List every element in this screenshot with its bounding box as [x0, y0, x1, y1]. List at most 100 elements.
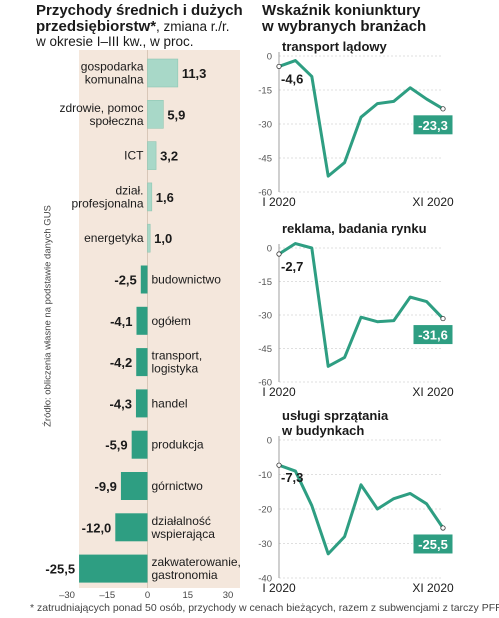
point-marker [276, 63, 282, 70]
line-chart-title: transport lądowy [282, 39, 388, 54]
value-label: 1,6 [156, 190, 174, 205]
value-label: -12,0 [82, 520, 112, 535]
x-tick-label: XI 2020 [412, 385, 454, 399]
first-value-label: -2,7 [281, 259, 303, 274]
category-label: dział. [115, 183, 143, 197]
category-label: budownictwo [152, 273, 222, 287]
series-line [277, 463, 445, 556]
left-title-line3: w okresie I–III kw., w proc. [36, 34, 194, 49]
last-value-box [412, 114, 454, 136]
y-tick-label: -60 [258, 378, 272, 389]
line-chart-title: w budynkach [281, 423, 364, 438]
x-tick-label: –15 [99, 590, 115, 601]
value-label: 5,9 [167, 107, 185, 122]
x-tick-label: 15 [182, 590, 193, 601]
category-label: ICT [124, 149, 144, 163]
x-tick-label: XI 2020 [412, 581, 454, 595]
category-label: energetyka [84, 231, 144, 245]
value-label: 3,2 [160, 149, 178, 164]
x-tick-label: I 2020 [262, 195, 296, 209]
last-value-label: -31,6 [418, 328, 448, 343]
x-tick-label: –30 [59, 590, 75, 601]
bar [131, 430, 148, 459]
value-label: 1,0 [154, 231, 172, 246]
left-title-line2-bold: przedsiębiorstw* [36, 18, 157, 35]
category-label: komunalna [85, 73, 144, 87]
first-value-label: -4,6 [281, 71, 303, 86]
bar [147, 100, 164, 129]
last-value-box [412, 324, 454, 346]
category-label: górnictwo [152, 479, 204, 493]
y-tick-label: -20 [258, 505, 272, 516]
point-marker [276, 251, 282, 257]
category-label: gastronomia [152, 568, 218, 582]
category-label: zdrowie, pomoc [59, 101, 143, 115]
y-tick-label: -45 [258, 154, 272, 165]
bar [135, 389, 148, 418]
bar [147, 182, 153, 212]
last-value-box [412, 533, 454, 555]
point-marker [440, 106, 446, 112]
bar [147, 141, 157, 170]
bar [115, 513, 148, 542]
y-tick-label: -30 [258, 539, 272, 550]
value-label: -9,9 [95, 479, 117, 494]
category-label: wspierająca [151, 527, 216, 541]
category-label: ogółem [152, 314, 191, 328]
first-value-label: -7,3 [281, 470, 303, 485]
line-chart-title: usługi sprzątania [282, 408, 389, 423]
bar [140, 265, 148, 294]
right-title-line2: w wybranych branżach [262, 18, 427, 35]
y-tick-label: 0 [267, 52, 272, 63]
left-title-line1: Przychody średnich i dużych [36, 2, 243, 19]
value-label: 11,3 [182, 66, 207, 81]
point-marker [276, 462, 282, 468]
category-label: zakwaterowanie, [152, 555, 241, 569]
bar [79, 554, 148, 583]
category-label: profesjonalna [71, 196, 143, 210]
right-chart-title: Wskaźnik koniunktury w wybranych branżac… [262, 2, 497, 35]
value-label: -4,1 [110, 314, 132, 329]
line-chart-title: reklama, badania rynku [282, 221, 427, 236]
right-title-line1: Wskaźnik koniunktury [262, 2, 421, 19]
bar [147, 223, 151, 253]
value-label: -4,3 [110, 396, 132, 411]
y-tick-label: 0 [267, 436, 272, 447]
series-line [277, 242, 445, 368]
value-label: -2,5 [114, 273, 136, 288]
footnote: * zatrudniających ponad 50 osób, przycho… [30, 602, 499, 614]
bar [147, 58, 179, 88]
bar [120, 472, 148, 500]
x-tick-label: XI 2020 [412, 195, 454, 209]
left-chart-title: Przychody średnich i dużych przedsiębior… [36, 2, 251, 50]
category-label: transport, [152, 349, 203, 363]
y-tick-label: -15 [258, 277, 272, 288]
x-tick-label: 30 [223, 590, 234, 601]
bar-chart-band [79, 50, 240, 588]
category-label: społeczna [89, 114, 143, 128]
category-label: działalność [152, 514, 211, 528]
x-tick-label: I 2020 [262, 385, 296, 399]
y-tick-label: -30 [258, 120, 272, 131]
y-tick-label: -40 [258, 574, 272, 585]
y-tick-label: -30 [258, 311, 272, 322]
value-label: -25,5 [45, 562, 75, 577]
y-tick-label: 0 [267, 244, 272, 255]
category-label: gospodarka [81, 60, 144, 74]
x-tick-label: I 2020 [262, 581, 296, 595]
value-label: -4,2 [110, 355, 132, 370]
last-value-label: -23,3 [418, 118, 448, 133]
bar [136, 306, 148, 335]
x-tick-label: 0 [145, 590, 150, 601]
category-label: produkcja [152, 438, 204, 452]
y-tick-label: -60 [258, 188, 272, 199]
y-tick-label: -15 [258, 86, 272, 97]
y-tick-label: -45 [258, 344, 272, 355]
category-label: logistyka [152, 362, 199, 376]
point-marker [440, 315, 446, 322]
value-label: -5,9 [105, 438, 127, 453]
series-line [277, 59, 445, 178]
last-value-label: -25,5 [418, 537, 448, 552]
left-title-line2-rest: , zmiana r./r. [156, 19, 230, 34]
